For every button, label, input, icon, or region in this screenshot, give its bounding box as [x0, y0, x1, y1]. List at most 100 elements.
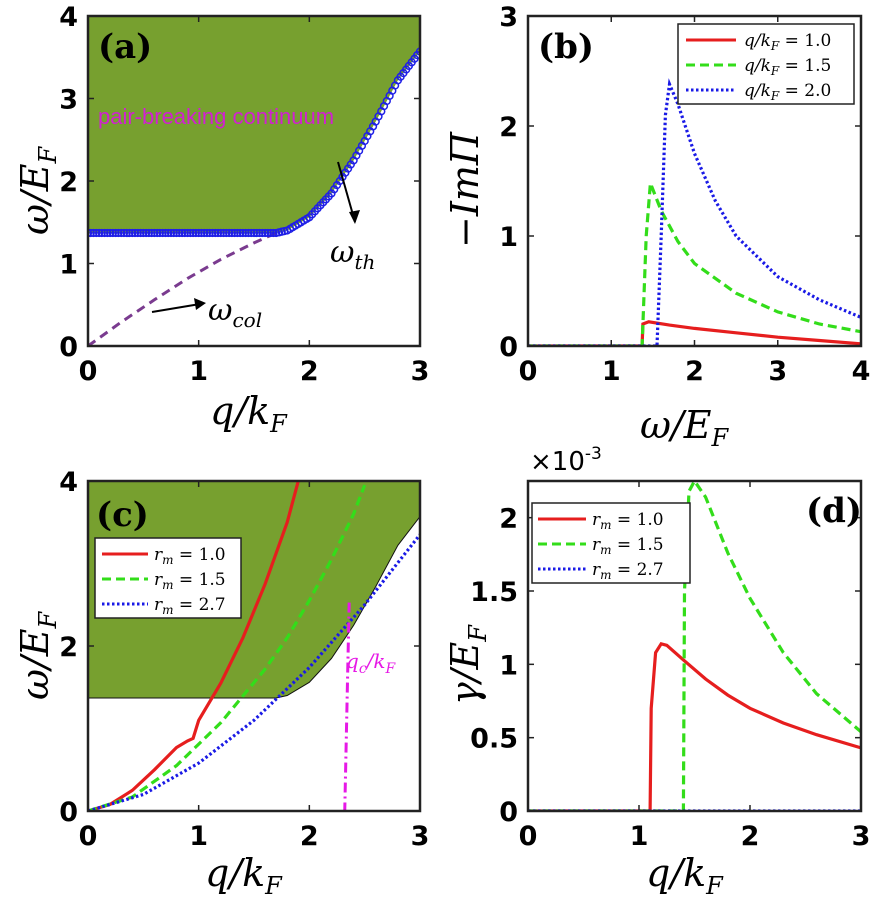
- ytick-label: 4: [59, 2, 78, 33]
- omega-th-label: ωth: [330, 235, 375, 274]
- omega-th-point: [169, 228, 178, 238]
- omega-th-point: [197, 228, 206, 238]
- omega-th-point: [222, 228, 231, 238]
- omega-th-point: [202, 228, 212, 238]
- ytick-label: 2: [59, 632, 78, 663]
- xtick-label: 4: [852, 356, 871, 387]
- ytick-label: 1: [499, 650, 518, 681]
- omega-th-point: [164, 228, 173, 238]
- panel-c-legend: rm = 1.0 rm = 1.5 rm = 2.7: [94, 537, 242, 619]
- omega-th-point: [252, 228, 261, 238]
- series-line-b-3: [528, 78, 861, 346]
- panel-b: 0 1 2 3 4 0 1 2 3 (b) q/kF = 1.0 q/kF = 1.5 q/kF…: [443, 2, 870, 452]
- omega-th-point: [175, 228, 184, 238]
- series-line-d-2: [528, 481, 861, 811]
- xtick-label: 3: [852, 821, 871, 852]
- omega-th-point: [191, 228, 201, 238]
- xtick-label: 3: [411, 821, 430, 852]
- pair-breaking-region-c: [88, 481, 420, 698]
- qc-label: qc/kF: [346, 649, 397, 677]
- ytick-label: 0: [499, 797, 518, 828]
- omega-th-point: [161, 228, 170, 238]
- xtick-label: 1: [602, 356, 621, 387]
- legend-d-entry-1: rm = 1.0: [592, 510, 664, 532]
- omega-th-point: [114, 228, 123, 238]
- omega-th-point: [211, 228, 220, 238]
- omega-th-point: [172, 228, 181, 238]
- omega-th-point: [205, 228, 214, 238]
- omega-th-point: [249, 228, 259, 238]
- qc-line: [343, 602, 351, 811]
- legend-c-entry-1: rm = 1.0: [154, 545, 226, 567]
- omega-col-arrowhead: [194, 298, 206, 310]
- ytick-label: 2: [499, 112, 518, 143]
- omega-th-point: [133, 228, 142, 238]
- ytick-label: 3: [59, 85, 78, 116]
- legend-d-entry-2: rm = 1.5: [592, 535, 664, 557]
- legend-c-entry-3: rm = 2.7: [154, 595, 226, 617]
- panel-d-ylabel: γ/EF: [443, 624, 492, 705]
- legend-d-entry-3: rm = 2.7: [592, 560, 664, 582]
- omega-th-point: [188, 228, 198, 238]
- ytick-label: 4: [59, 467, 78, 498]
- panel-c-label: (c): [96, 495, 149, 535]
- omega-col-arrow: [151, 303, 201, 313]
- omega-th-point: [89, 228, 98, 238]
- omega-th-point: [258, 228, 267, 238]
- xtick-label: 1: [189, 821, 208, 852]
- panel-c: 0 1 2 3 0 2 4 (c) qc/kF rm = 1.0 rm = 1.5 rm =…: [13, 467, 429, 900]
- omega-th-point: [125, 228, 134, 238]
- omega-th-point: [177, 228, 187, 238]
- legend-b-entry-3: q/kF = 2.0: [744, 81, 831, 103]
- omega-th-point: [186, 228, 195, 238]
- omega-th-point: [119, 228, 129, 238]
- omega-th-point: [136, 228, 145, 238]
- ytick-label: 1.5: [470, 577, 518, 608]
- omega-th-point: [147, 228, 156, 238]
- omega-th-point: [266, 228, 275, 238]
- omega-th-point: [88, 228, 93, 238]
- ytick-label: 2: [499, 504, 518, 535]
- ytick-label: 2: [59, 167, 78, 198]
- panel-b-legend: q/kF = 1.0 q/kF = 1.5 q/kF = 2.0: [677, 23, 855, 105]
- series-line-c-2: [88, 484, 367, 811]
- pair-breaking-continuum-label: pair-breaking continuum: [98, 104, 334, 129]
- omega-th-point: [263, 228, 272, 238]
- omega-th-point: [236, 228, 245, 238]
- omega-th-point: [247, 228, 256, 238]
- ytick-label: 0: [59, 797, 78, 828]
- omega-th-point: [158, 228, 167, 238]
- omega-th-point: [241, 228, 250, 238]
- xtick-label: 2: [685, 356, 704, 387]
- panel-d-xlabel: q/kF: [646, 851, 724, 900]
- legend-b-entry-2: q/kF = 1.5: [744, 56, 831, 78]
- ytick-label: 0: [59, 332, 78, 363]
- series-line-c-1: [88, 481, 300, 811]
- omega-th-arrowhead: [349, 210, 360, 224]
- panel-a-xlabel: q/kF: [210, 389, 288, 438]
- omega-th-point: [166, 228, 176, 238]
- panel-d-frame: [526, 479, 863, 813]
- omega-th-point: [94, 228, 104, 238]
- omega-th-point: [183, 228, 192, 238]
- omega-th-point: [103, 228, 112, 238]
- panel-d-legend: rm = 1.0 rm = 1.5 rm = 2.7: [531, 502, 691, 584]
- omega-th-point: [238, 228, 248, 238]
- omega-th-point: [260, 228, 270, 238]
- omega-th-point: [208, 228, 217, 238]
- omega-th-point: [219, 228, 228, 238]
- ytick-label: 3: [499, 2, 518, 33]
- omega-th-point: [88, 228, 95, 238]
- omega-th-point: [255, 228, 264, 238]
- omega-th-point: [227, 228, 237, 238]
- xtick-label: 1: [630, 821, 649, 852]
- omega-th-point: [213, 228, 223, 238]
- omega-th-point: [200, 228, 209, 238]
- series-line-b-2: [528, 182, 861, 346]
- omega-th-point: [128, 228, 137, 238]
- omega-th-point: [233, 228, 242, 238]
- omega-th-point: [111, 228, 120, 238]
- omega-col-line: [88, 231, 277, 346]
- panel-d-multiplier: ×10-3: [530, 444, 602, 477]
- omega-th-point: [117, 228, 126, 238]
